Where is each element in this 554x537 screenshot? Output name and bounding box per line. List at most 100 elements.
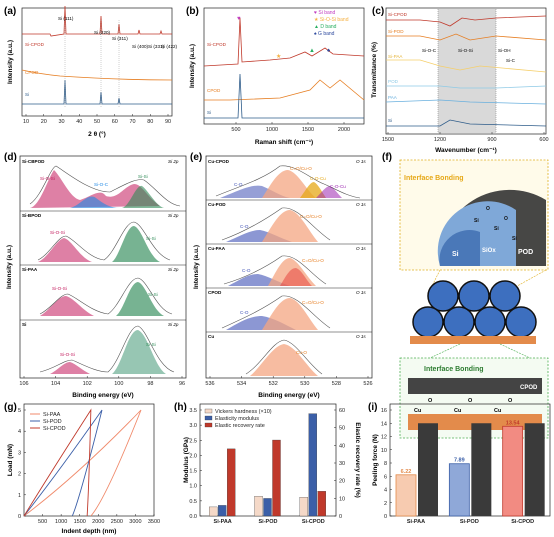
panel-g-frame xyxy=(23,403,155,517)
panel-g-ticks: 500 1000 1500 2000 2500 3000 3500 0 1 2 3 4 5 xyxy=(18,408,160,525)
c-series-paa: PAA xyxy=(388,95,398,100)
h-ytick-label-2: 1.0 xyxy=(189,484,197,490)
panel-g-xlabel: Indent depth (nm) xyxy=(62,528,117,535)
e-sample-1: Cu-CPOD xyxy=(208,159,230,164)
b-tick-label-3: 2000 xyxy=(338,127,350,133)
d-comp-2b: Si-Si xyxy=(146,236,156,241)
raman-curve-si xyxy=(204,73,364,119)
i-ytick-label-8: 16 xyxy=(381,408,387,414)
a-tick-label-6: 70 xyxy=(129,119,135,125)
e-comp-4a: C-O xyxy=(240,310,249,315)
ftir-curve-si-paa xyxy=(386,59,547,73)
h-legend-label-2: Elastic recovery rate xyxy=(215,423,265,429)
e-comp-4b: C=O/Cu-O xyxy=(302,300,324,305)
h-legend-swatch-0 xyxy=(204,408,213,414)
g-ytick-label-4: 4 xyxy=(18,429,21,435)
d-tick-label-3: 100 xyxy=(114,381,123,387)
panel-g-label: (g) xyxy=(4,402,17,413)
e-core-5: O 1s xyxy=(356,334,366,339)
d-comp-3a: Si-O-Si xyxy=(52,286,67,291)
h-ytick-label-4: 2.0 xyxy=(189,453,197,459)
panel-h-ticks: 0.0 0.5 1.0 1.5 2.0 2.5 3.0 3.5 0 10 20 30 40 50 60 xyxy=(189,408,345,520)
particle-3 xyxy=(489,280,521,312)
si-core xyxy=(439,230,480,266)
h-bar-si-cpod-1 xyxy=(308,413,317,517)
h-legend-label-1: Elasticity modulus xyxy=(215,416,259,422)
panel-h-label: (h) xyxy=(174,402,187,413)
legend-d-band: ▲ D band xyxy=(314,24,337,30)
e-tick-label-3: 530 xyxy=(300,381,309,387)
g-xtick-label-0: 500 xyxy=(38,519,47,525)
d-comp-1a: Si-O-Si xyxy=(40,176,55,181)
e-comp-1d: C-O-Cu xyxy=(330,184,346,189)
i-ytick-label-1: 2 xyxy=(384,501,387,507)
peak-label-311: Si (311) xyxy=(112,36,128,41)
a-tick-label-0: 10 xyxy=(23,119,29,125)
e-sample-5: Cu xyxy=(208,334,214,339)
f-o-3: O xyxy=(508,398,513,404)
particle-4 xyxy=(412,306,444,338)
e-sample-4: CPOD xyxy=(208,290,222,295)
panel-d-frame xyxy=(19,155,187,379)
h-y2tick-label-5: 50 xyxy=(339,426,345,432)
g-band-marker: ♠ xyxy=(327,48,331,54)
i-photo-si-pod xyxy=(471,423,492,516)
panel-i: (i) Peeling force (N) 0 2 4 6 8 10 12 14 16 6.22… xyxy=(368,402,551,525)
d-core-3: Si 2p xyxy=(168,267,179,272)
h-ytick-label-6: 3.0 xyxy=(189,423,197,429)
d-band-marker: ▲ xyxy=(309,48,315,54)
g-ytick-label-3: 3 xyxy=(18,450,21,456)
panel-i-label: (i) xyxy=(368,402,377,413)
e-core-4: O 1s xyxy=(356,290,366,295)
f-si-label-3: Si xyxy=(494,226,499,232)
panel-a-label: (a) xyxy=(4,6,16,17)
panel-c-xlabel: Wavenumber (cm⁻¹) xyxy=(435,147,497,154)
c-tick-label-3: 600 xyxy=(539,137,548,143)
d-tick-label-4: 98 xyxy=(147,381,153,387)
e-comp-5a: Cu-O xyxy=(296,350,307,355)
i-ytick-label-4: 8 xyxy=(384,461,387,467)
peak-label-111: Si (111) xyxy=(58,16,74,21)
h-bar-si-paa-1 xyxy=(218,505,227,517)
c-tick-label-2: 900 xyxy=(487,137,496,143)
h-y2tick-label-6: 60 xyxy=(339,408,345,414)
h-bar-si-cpod-0 xyxy=(299,497,308,517)
e-tick-label-1: 534 xyxy=(237,381,246,387)
panel-d-xlabel: Binding energy (eV) xyxy=(72,392,133,399)
panel-e-ylabel: Intensity (a.u.) xyxy=(193,245,200,289)
e-core-2: O 1s xyxy=(356,202,366,207)
legend-si-band: ♥ Si band xyxy=(314,10,336,16)
h-y2tick-label-0: 0 xyxy=(339,514,342,520)
g-xtick-label-1: 1000 xyxy=(55,519,67,525)
panel-h: (h) Modulus (GPa) Elastic recovery rate … xyxy=(174,402,361,525)
particle-5 xyxy=(443,306,475,338)
panel-a-xticks: 10 20 30 40 50 60 70 80 90 xyxy=(23,114,171,125)
panel-h-bars: Si-PAA Si-POD Si-CPOD xyxy=(209,413,326,525)
panel-e-xlabel: Binding energy (eV) xyxy=(258,392,319,399)
series-label-si-cpod: Si-CPOD xyxy=(25,42,45,47)
band-si-o-si: Si-O-Si xyxy=(458,48,473,53)
panel-d: (d) Intensity (a.u.) Binding energy (eV)… xyxy=(4,152,187,399)
band-si-o-c: Si-O-C xyxy=(422,48,437,53)
g-xtick-label-4: 2500 xyxy=(111,519,123,525)
legend-sio-band: ★ Si-O-Si band xyxy=(314,17,349,23)
f-cu-1: Cu xyxy=(414,408,421,414)
d-comp-2a: Si-O-Si xyxy=(50,230,65,235)
panel-i-frame xyxy=(389,403,551,517)
g-ytick-label-2: 2 xyxy=(18,472,21,478)
g-ytick-label-5: 5 xyxy=(18,408,21,414)
e-core-1: O 1s xyxy=(356,159,366,164)
f-si-label-2: Si xyxy=(474,218,479,224)
h-bar-si-pod-2 xyxy=(272,439,281,517)
g-xtick-label-6: 3500 xyxy=(148,519,160,525)
g-curve-si-paa xyxy=(23,409,142,517)
panel-c-xticks: 1500 1200 900 600 xyxy=(382,132,549,143)
h-ytick-label-5: 2.5 xyxy=(189,438,197,444)
panel-d-ylabel: Intensity (a.u.) xyxy=(6,245,13,289)
i-ytick-label-6: 12 xyxy=(381,435,387,441)
panel-a-xlabel: 2 θ (°) xyxy=(88,130,106,138)
h-y2tick-label-3: 30 xyxy=(339,461,345,467)
